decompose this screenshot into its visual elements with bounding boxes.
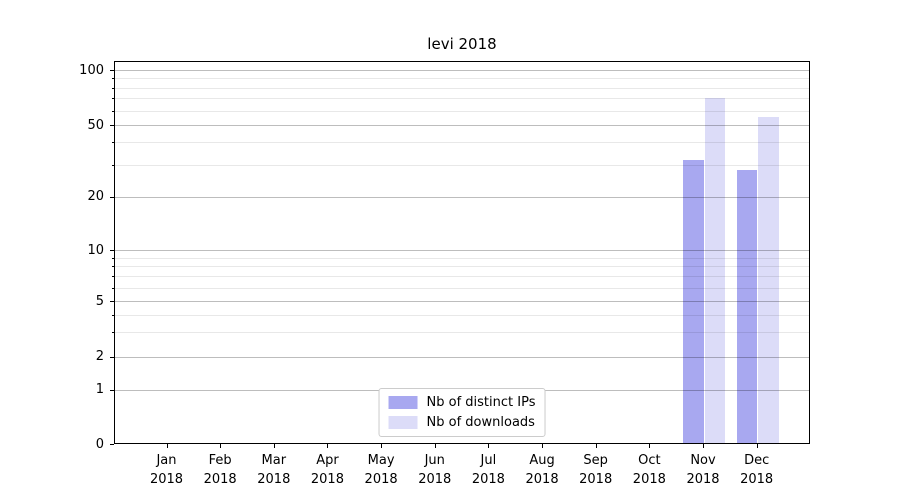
legend-swatch-distinct-ips [388,396,418,409]
plot-area: Nb of distinct IPs Nb of downloads [114,61,810,444]
minor-gridline [115,314,809,316]
x-tick-label-sep: Sep 2018 [579,453,613,487]
major-gridline [115,356,809,358]
y-tick-mark [110,70,114,71]
bar-nov-distinct-ips [683,159,704,443]
y-minor-tick-mark [111,314,114,316]
x-tick-label-mar: Mar 2018 [257,453,291,487]
y-minor-tick-mark [111,266,114,268]
y-tick-mark [110,196,114,198]
chart-title: levi 2018 [427,35,497,53]
x-tick-label-oct: Oct 2018 [632,453,666,487]
x-tick-label-jul: Jul 2018 [471,453,505,487]
minor-gridline [115,110,809,112]
y-tick-mark [110,356,114,358]
minor-gridline [115,98,809,100]
legend-label-distinct-ips: Nb of distinct IPs [426,395,536,410]
y-tick-label: 5 [95,293,104,309]
x-tick-mark [756,444,758,448]
minor-gridline [115,266,809,268]
x-tick-label-aug: Aug 2018 [525,453,559,487]
x-tick-label-feb: Feb 2018 [203,453,237,487]
x-tick-label-jan: Jan 2018 [149,453,184,487]
y-minor-tick-mark [111,142,114,144]
minor-gridline [115,331,809,333]
major-gridline [115,70,809,71]
y-tick-label: 100 [79,62,104,78]
y-tick-label: 1 [95,382,104,397]
y-tick-label: 20 [87,189,104,205]
y-minor-tick-mark [111,98,114,100]
y-tick-label: 10 [87,242,104,258]
y-tick-mark [110,444,114,445]
x-tick-mark [434,444,436,448]
minor-gridline [115,276,809,278]
y-minor-tick-mark [111,110,114,112]
major-gridline [115,125,809,126]
y-minor-tick-mark [111,257,114,259]
bar-dec-downloads [758,117,779,443]
legend-swatch-downloads [388,416,418,429]
x-tick-mark [166,444,168,448]
minor-gridline [115,87,809,89]
x-tick-label-nov: Nov 2018 [686,453,720,487]
x-tick-mark [381,444,383,448]
major-gridline [115,250,809,251]
major-gridline [115,301,809,302]
y-minor-tick-mark [111,287,114,289]
y-tick-mark [110,389,114,391]
y-minor-tick-mark [111,87,114,89]
legend: Nb of distinct IPs Nb of downloads [378,388,546,437]
minor-gridline [115,142,809,144]
y-minor-tick-mark [111,276,114,278]
legend-label-downloads: Nb of downloads [426,415,535,430]
minor-gridline [115,287,809,289]
x-tick-label-apr: Apr 2018 [310,453,344,487]
bar-nov-downloads [704,98,725,443]
legend-item-downloads: Nb of downloads [388,415,536,430]
y-tick-label: 2 [95,349,104,364]
x-tick-mark [220,444,222,448]
x-tick-mark [488,444,490,448]
y-minor-tick-mark [111,78,114,80]
x-tick-mark [273,444,275,448]
x-tick-mark [703,444,704,448]
y-tick-label: 0 [95,436,104,452]
x-tick-mark [327,444,329,448]
y-tick-mark [110,125,114,126]
x-tick-mark [542,444,544,448]
minor-gridline [115,164,809,166]
x-tick-label-dec: Dec 2018 [740,453,774,487]
x-tick-label-jun: Jun 2018 [418,453,452,487]
bar-dec-distinct-ips [736,170,758,443]
x-tick-label-may: May 2018 [364,453,398,487]
y-tick-mark [110,301,114,302]
y-minor-tick-mark [111,331,114,333]
minor-gridline [115,257,809,259]
legend-item-distinct-ips: Nb of distinct IPs [388,395,536,410]
y-tick-label: 50 [87,117,104,133]
major-gridline [115,196,809,198]
y-tick-mark [110,250,114,251]
x-tick-mark [649,444,651,448]
minor-gridline [115,78,809,80]
x-tick-mark [595,444,597,448]
y-minor-tick-mark [111,164,114,166]
